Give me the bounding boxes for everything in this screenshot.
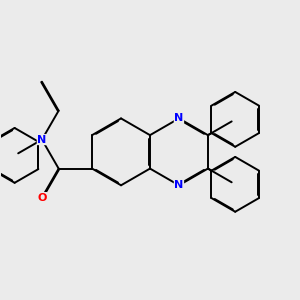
Text: N: N bbox=[37, 135, 46, 145]
Text: N: N bbox=[174, 180, 184, 190]
Text: O: O bbox=[37, 193, 46, 202]
Text: N: N bbox=[174, 113, 184, 123]
